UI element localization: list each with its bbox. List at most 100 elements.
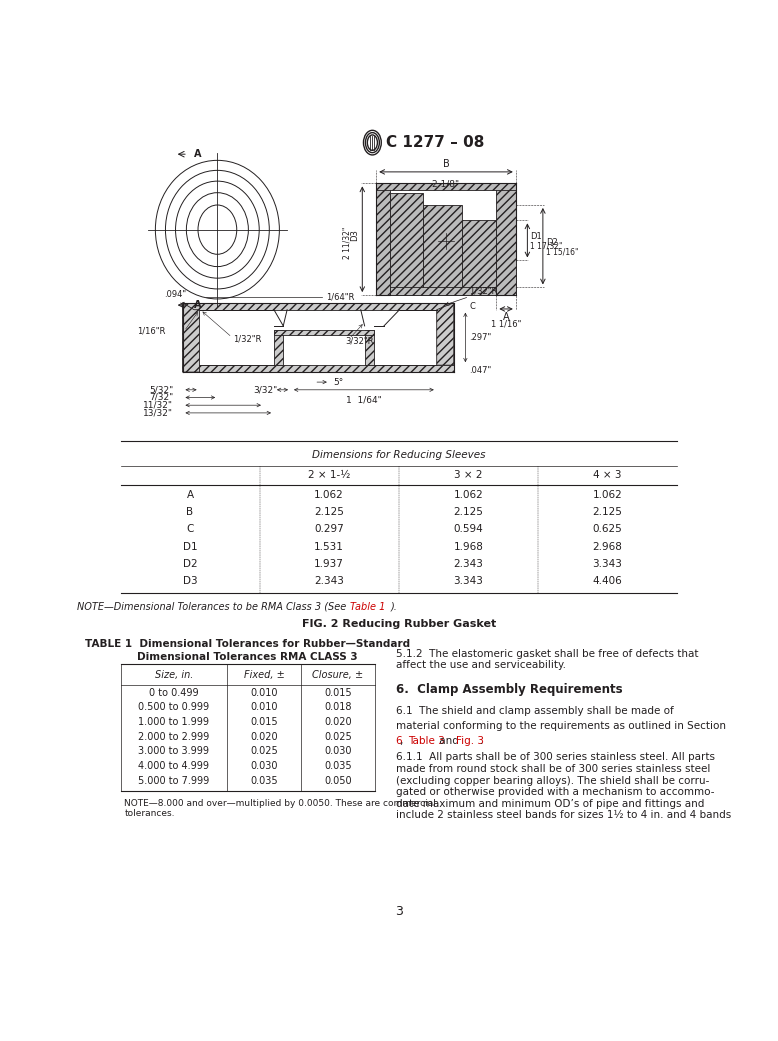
Text: D2: D2 bbox=[546, 237, 558, 247]
Text: 2.968: 2.968 bbox=[593, 541, 622, 552]
Text: .094": .094" bbox=[163, 290, 186, 299]
Text: 1.000 to 1.999: 1.000 to 1.999 bbox=[138, 717, 209, 727]
Text: 3/32": 3/32" bbox=[253, 385, 277, 395]
Text: 5°: 5° bbox=[334, 378, 344, 386]
Text: 5.1.2  The elastomeric gasket shall be free of defects that
affect the use and s: 5.1.2 The elastomeric gasket shall be fr… bbox=[396, 649, 698, 670]
Text: 2.125: 2.125 bbox=[454, 507, 483, 517]
Text: D2: D2 bbox=[183, 559, 198, 569]
Text: 0.020: 0.020 bbox=[251, 732, 278, 741]
Text: 6.1  The shield and clamp assembly shall be made of: 6.1 The shield and clamp assembly shall … bbox=[396, 706, 674, 716]
Text: C: C bbox=[469, 302, 475, 311]
Text: Dimensional Tolerances RMA CLASS 3: Dimensional Tolerances RMA CLASS 3 bbox=[137, 653, 358, 662]
Polygon shape bbox=[183, 365, 454, 372]
Text: .047": .047" bbox=[469, 366, 492, 375]
Text: 0.010: 0.010 bbox=[251, 703, 278, 712]
Polygon shape bbox=[391, 193, 422, 295]
Text: 2 11/32": 2 11/32" bbox=[342, 227, 352, 259]
Text: 7/32": 7/32" bbox=[149, 393, 173, 402]
Text: 0.015: 0.015 bbox=[324, 688, 352, 697]
Text: 1 1/16": 1 1/16" bbox=[491, 320, 521, 329]
Polygon shape bbox=[377, 183, 391, 295]
Text: Fig. 3: Fig. 3 bbox=[456, 736, 484, 745]
Text: 1/16"R: 1/16"R bbox=[137, 327, 166, 336]
Text: A: A bbox=[187, 490, 194, 500]
Text: 2.125: 2.125 bbox=[314, 507, 344, 517]
Text: 4 × 3: 4 × 3 bbox=[593, 471, 622, 480]
Text: 2.125: 2.125 bbox=[593, 507, 622, 517]
Text: ,: , bbox=[400, 736, 406, 745]
Text: 1 15/16": 1 15/16" bbox=[546, 247, 579, 256]
Text: D1: D1 bbox=[183, 541, 198, 552]
Polygon shape bbox=[496, 183, 516, 295]
Text: 0.030: 0.030 bbox=[251, 761, 278, 771]
Polygon shape bbox=[183, 303, 454, 310]
Text: C 1277 – 08: C 1277 – 08 bbox=[387, 135, 485, 150]
Text: 1 17/32": 1 17/32" bbox=[531, 242, 563, 250]
Text: FIG. 2 Reducing Rubber Gasket: FIG. 2 Reducing Rubber Gasket bbox=[302, 619, 496, 629]
Text: 0 to 0.499: 0 to 0.499 bbox=[149, 688, 198, 697]
Text: 0.025: 0.025 bbox=[324, 732, 352, 741]
Text: 13/32": 13/32" bbox=[143, 408, 173, 417]
Text: and: and bbox=[436, 736, 462, 745]
Text: 1/64"R: 1/64"R bbox=[326, 293, 354, 301]
Text: 0.010: 0.010 bbox=[251, 688, 278, 697]
Text: 0.018: 0.018 bbox=[324, 703, 352, 712]
Text: 2 × 1-½: 2 × 1-½ bbox=[308, 471, 350, 480]
Text: 0.035: 0.035 bbox=[324, 761, 352, 771]
Text: 0.594: 0.594 bbox=[454, 525, 483, 534]
Text: 4.406: 4.406 bbox=[593, 577, 622, 586]
Text: 1/32"R: 1/32"R bbox=[469, 286, 498, 295]
Text: Fixed, ±: Fixed, ± bbox=[244, 670, 285, 681]
Text: 0.500 to 0.999: 0.500 to 0.999 bbox=[138, 703, 209, 712]
Text: 0.020: 0.020 bbox=[324, 717, 352, 727]
Polygon shape bbox=[274, 330, 374, 335]
Polygon shape bbox=[391, 287, 496, 295]
Text: 1.937: 1.937 bbox=[314, 559, 344, 569]
Text: 3.343: 3.343 bbox=[454, 577, 483, 586]
Text: TABLE 1  Dimensional Tolerances for Rubber—Standard: TABLE 1 Dimensional Tolerances for Rubbe… bbox=[85, 638, 410, 649]
Text: 3: 3 bbox=[394, 905, 403, 917]
Text: 6: 6 bbox=[396, 736, 402, 745]
Text: D3: D3 bbox=[350, 229, 359, 242]
Text: 1/32"R: 1/32"R bbox=[233, 334, 261, 344]
Text: Dimensions for Reducing Sleeves: Dimensions for Reducing Sleeves bbox=[312, 451, 485, 460]
Text: A: A bbox=[503, 312, 510, 322]
Polygon shape bbox=[422, 205, 461, 295]
Text: ).: ). bbox=[391, 602, 397, 612]
Text: 2.000 to 2.999: 2.000 to 2.999 bbox=[138, 732, 209, 741]
Text: 6.1.1  All parts shall be of 300 series stainless steel. All parts
made from rou: 6.1.1 All parts shall be of 300 series s… bbox=[396, 753, 731, 820]
Text: NOTE—8.000 and over—multiplied by 0.0050. These are commercial
tolerances.: NOTE—8.000 and over—multiplied by 0.0050… bbox=[124, 798, 436, 818]
Text: B: B bbox=[443, 159, 450, 169]
Text: C: C bbox=[187, 525, 194, 534]
Text: 6.  Clamp Assembly Requirements: 6. Clamp Assembly Requirements bbox=[396, 683, 622, 696]
Text: 0.015: 0.015 bbox=[251, 717, 278, 727]
Text: 0.297: 0.297 bbox=[314, 525, 344, 534]
Text: Size, in.: Size, in. bbox=[155, 670, 193, 681]
Text: 4.000 to 4.999: 4.000 to 4.999 bbox=[138, 761, 209, 771]
Text: 5.000 to 7.999: 5.000 to 7.999 bbox=[138, 776, 209, 786]
Text: Table 1: Table 1 bbox=[350, 602, 385, 612]
Text: 3.000 to 3.999: 3.000 to 3.999 bbox=[138, 746, 209, 756]
Polygon shape bbox=[436, 303, 454, 365]
Text: 1  1/64": 1 1/64" bbox=[346, 396, 382, 405]
Text: 1.531: 1.531 bbox=[314, 541, 344, 552]
Text: 11/32": 11/32" bbox=[143, 401, 173, 410]
Text: .297": .297" bbox=[469, 333, 492, 341]
Text: Table 3: Table 3 bbox=[408, 736, 444, 745]
Text: B: B bbox=[187, 507, 194, 517]
Polygon shape bbox=[365, 330, 374, 365]
Text: D1: D1 bbox=[531, 232, 542, 242]
Text: 0.030: 0.030 bbox=[324, 746, 352, 756]
Text: .: . bbox=[480, 736, 484, 745]
Text: 5/32": 5/32" bbox=[149, 385, 173, 395]
Text: NOTE—Dimensional Tolerances to be RMA Class 3 (See: NOTE—Dimensional Tolerances to be RMA Cl… bbox=[77, 602, 349, 612]
Text: 2.343: 2.343 bbox=[314, 577, 344, 586]
Text: 0.625: 0.625 bbox=[593, 525, 622, 534]
Text: A: A bbox=[194, 300, 202, 310]
Text: 0.035: 0.035 bbox=[251, 776, 278, 786]
Text: 0.025: 0.025 bbox=[251, 746, 278, 756]
Text: 1.062: 1.062 bbox=[593, 490, 622, 500]
Polygon shape bbox=[377, 183, 516, 189]
Text: Closure, ±: Closure, ± bbox=[312, 670, 363, 681]
Text: 1.062: 1.062 bbox=[454, 490, 483, 500]
